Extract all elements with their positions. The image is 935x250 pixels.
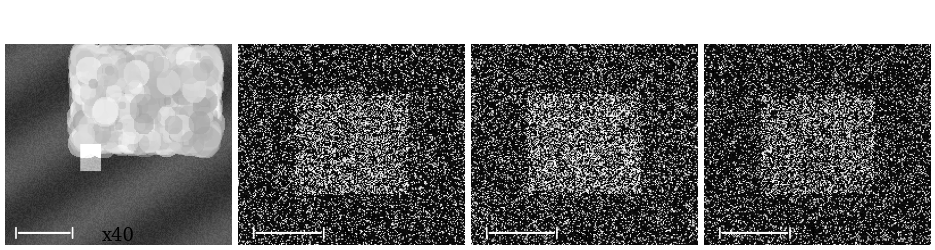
Text: 1mm: 1mm: [746, 249, 764, 250]
Text: 1mm: 1mm: [280, 249, 297, 250]
Text: Ni: Ni: [340, 226, 362, 244]
Text: x40: x40: [101, 226, 135, 244]
Text: U: U: [810, 226, 825, 244]
Text: 1mm: 1mm: [512, 249, 531, 250]
Text: Sn: Sn: [572, 226, 597, 244]
